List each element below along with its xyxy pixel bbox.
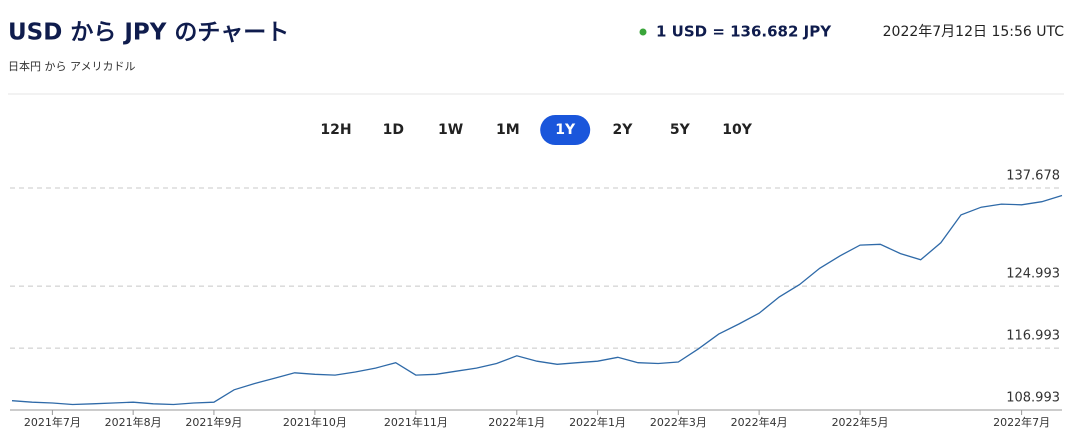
x-tick-label: 2022年4月 bbox=[731, 415, 788, 429]
range-button[interactable]: 1Y bbox=[555, 122, 576, 138]
x-tick-label: 2021年9月 bbox=[185, 415, 242, 429]
subtitle: 日本円 から アメリカドル bbox=[8, 59, 135, 73]
range-button[interactable]: 1W bbox=[438, 122, 463, 138]
x-tick-label: 2021年11月 bbox=[384, 415, 448, 429]
x-tick-label: 2021年8月 bbox=[105, 415, 162, 429]
range-button[interactable]: 5Y bbox=[670, 122, 691, 138]
y-tick-label: 116.993 bbox=[1006, 329, 1060, 344]
x-tick-label: 2022年3月 bbox=[650, 415, 707, 429]
status-dot bbox=[639, 28, 647, 36]
x-tick-label: 2022年7月 bbox=[993, 415, 1050, 429]
y-tick-label: 124.993 bbox=[1006, 267, 1060, 282]
price-line bbox=[11, 194, 1063, 406]
x-tick-label: 2022年1月 bbox=[488, 415, 545, 429]
y-tick-label: 108.993 bbox=[1006, 391, 1060, 406]
range-button[interactable]: 1M bbox=[496, 122, 520, 138]
x-tick-label: 2022年1月 bbox=[569, 415, 626, 429]
range-button[interactable]: 2Y bbox=[613, 122, 634, 138]
range-button[interactable]: 10Y bbox=[722, 122, 752, 138]
range-button[interactable]: 1D bbox=[383, 122, 404, 138]
rate: 1 USD = 136.682 JPY bbox=[656, 23, 832, 41]
timestamp: 2022年7月12日 15:56 UTC bbox=[883, 24, 1065, 40]
x-tick-label: 2022年5月 bbox=[832, 415, 889, 429]
range-button[interactable]: 12H bbox=[320, 122, 351, 138]
y-tick-label: 137.678 bbox=[1006, 168, 1060, 183]
x-tick-label: 2021年10月 bbox=[283, 415, 347, 429]
x-tick-label: 2021年7月 bbox=[24, 415, 81, 429]
title: USD から JPY のチャート bbox=[8, 20, 289, 46]
range-button-bg[interactable] bbox=[540, 115, 591, 145]
